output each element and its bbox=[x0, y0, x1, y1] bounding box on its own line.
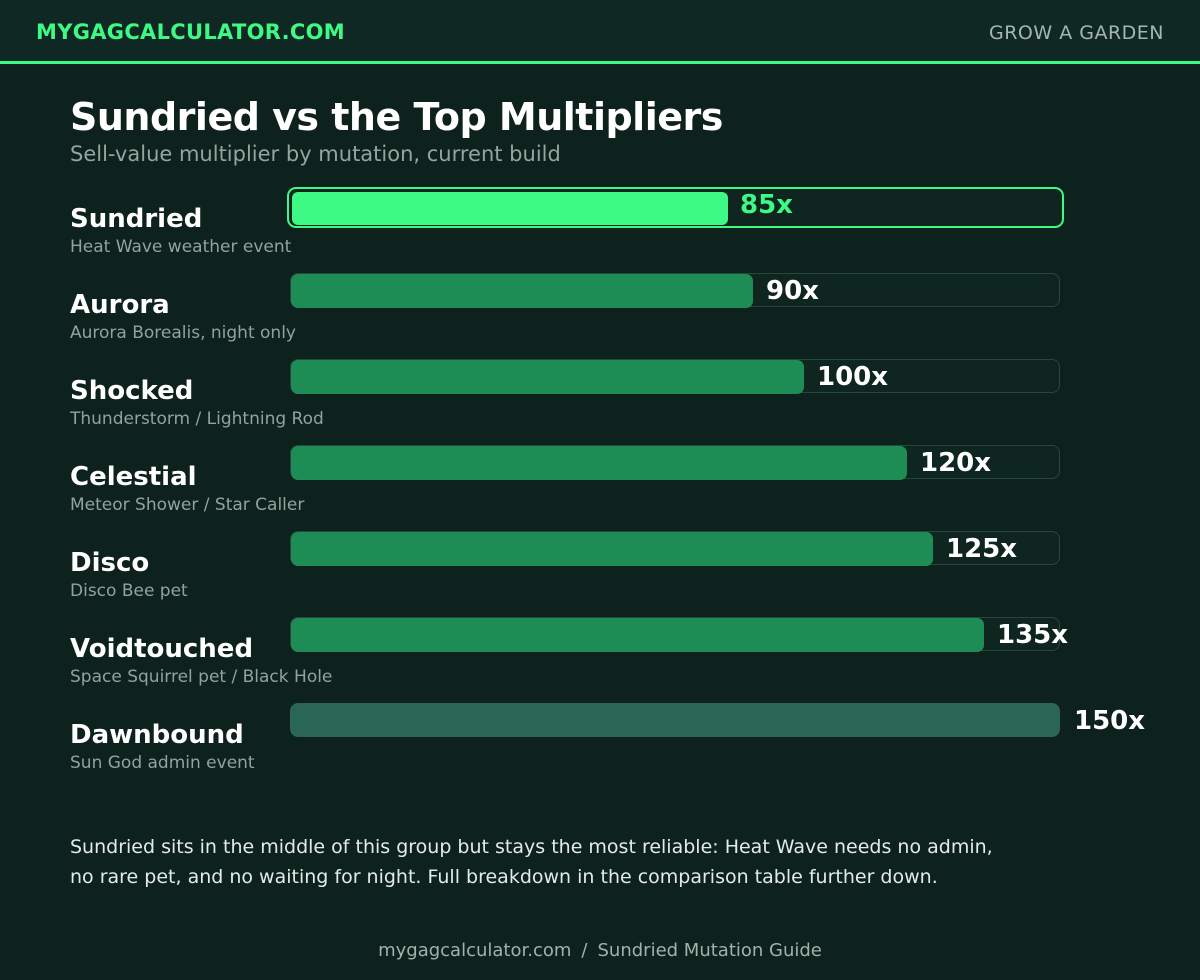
bar-row: Aurora Aurora Borealis, night only 90x bbox=[0, 273, 1200, 359]
category-source: Disco Bee pet bbox=[70, 581, 188, 601]
category-source: Sun God admin event bbox=[70, 753, 255, 773]
value-label: 85x bbox=[740, 190, 793, 220]
category-label: Voidtouched bbox=[70, 634, 254, 664]
bar-row: Sundried Heat Wave weather event 85x bbox=[0, 187, 1200, 273]
footer-separator: / bbox=[581, 940, 588, 961]
game-nav-link[interactable]: GROW A GARDEN bbox=[988, 22, 1164, 44]
bar-row: Dawnbound Sun God admin event 150x bbox=[0, 703, 1200, 789]
footer-site-link[interactable]: mygagcalculator.com bbox=[378, 940, 572, 961]
bar-fill bbox=[291, 618, 984, 652]
bar-row: Shocked Thunderstorm / Lightning Rod 100x bbox=[0, 359, 1200, 445]
bar-row: Celestial Meteor Shower / Star Caller 120x bbox=[0, 445, 1200, 531]
bar-fill bbox=[292, 192, 728, 225]
footer-page-title: Sundried Mutation Guide bbox=[597, 940, 822, 961]
bar-fill bbox=[291, 360, 804, 394]
bar-track bbox=[290, 531, 1060, 566]
bar-track bbox=[290, 359, 1060, 394]
value-label: 90x bbox=[766, 276, 819, 306]
bar-track bbox=[290, 617, 1060, 652]
footer: mygagcalculator.com / Sundried Mutation Gu… bbox=[0, 940, 1200, 961]
category-source: Aurora Borealis, night only bbox=[70, 323, 296, 343]
bar-chart: Sundried Heat Wave weather event 85x Aurora… bbox=[0, 187, 1200, 789]
value-label: 100x bbox=[817, 362, 889, 392]
bar-track bbox=[290, 703, 1060, 737]
value-label: 135x bbox=[997, 620, 1069, 650]
value-label: 120x bbox=[920, 448, 992, 478]
category-source: Thunderstorm / Lightning Rod bbox=[70, 409, 324, 429]
value-label: 150x bbox=[1074, 706, 1146, 736]
bar-track bbox=[290, 445, 1060, 480]
summary-note-line: Sundried sits in the middle of this grou… bbox=[70, 836, 993, 858]
chart-subtitle: Sell-value multiplier by mutation, curre… bbox=[70, 142, 561, 166]
bar-fill bbox=[291, 446, 907, 480]
bar-fill bbox=[291, 274, 753, 308]
chart-title: Sundried vs the Top Multipliers bbox=[70, 95, 723, 139]
summary-note: Sundried sits in the middle of this grou… bbox=[70, 832, 1030, 892]
category-source: Meteor Shower / Star Caller bbox=[70, 495, 305, 515]
category-label: Aurora bbox=[70, 290, 170, 320]
bar-track bbox=[290, 273, 1060, 308]
bar-row: Voidtouched Space Squirrel pet / Black Ho… bbox=[0, 617, 1200, 703]
category-label: Disco bbox=[70, 548, 150, 578]
summary-note-line: no rare pet, and no waiting for night. F… bbox=[70, 866, 938, 888]
category-source: Heat Wave weather event bbox=[70, 237, 292, 257]
category-source: Space Squirrel pet / Black Hole bbox=[70, 667, 333, 687]
category-label: Sundried bbox=[70, 204, 203, 234]
category-label: Dawnbound bbox=[70, 720, 244, 750]
category-label: Celestial bbox=[70, 462, 197, 492]
brand-link[interactable]: MYGAGCALCULATOR.COM bbox=[36, 20, 345, 44]
category-label: Shocked bbox=[70, 376, 194, 406]
value-label: 125x bbox=[946, 534, 1018, 564]
top-bar: MYGAGCALCULATOR.COM GROW A GARDEN bbox=[0, 0, 1200, 64]
bar-fill bbox=[291, 532, 933, 566]
bar-row: Disco Disco Bee pet 125x bbox=[0, 531, 1200, 617]
bar-track bbox=[287, 187, 1064, 228]
